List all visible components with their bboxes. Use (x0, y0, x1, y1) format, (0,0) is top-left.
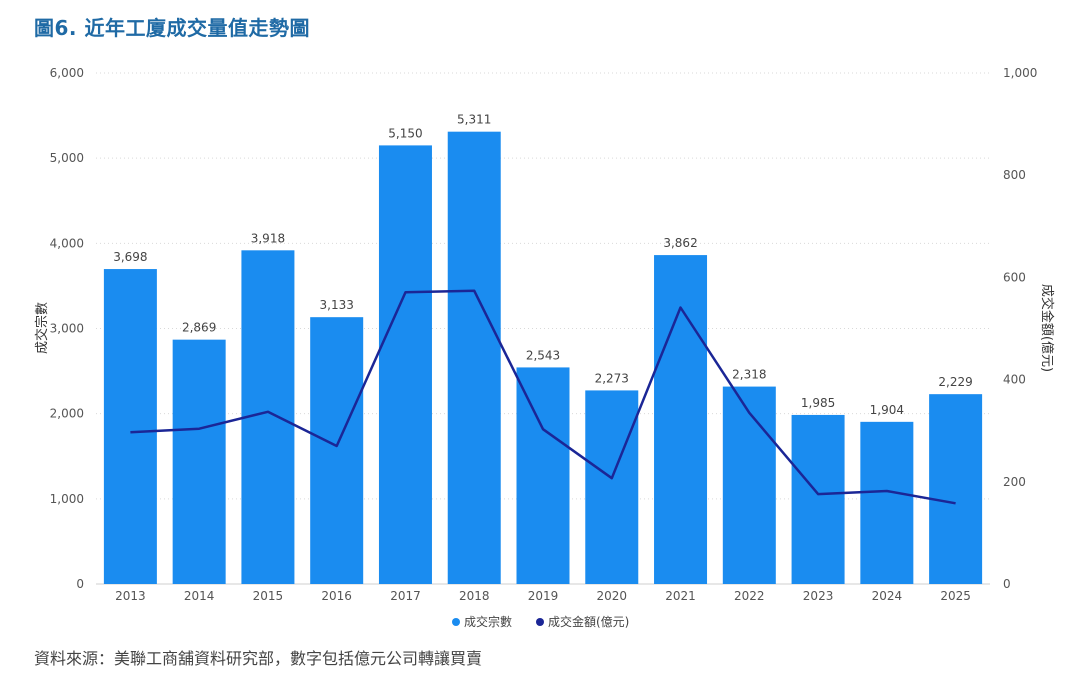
left-tick-label: 2,000 (50, 407, 84, 421)
right-tick-label: 400 (1003, 373, 1026, 387)
line-series (130, 289, 956, 505)
bar (378, 145, 432, 584)
bar (447, 131, 501, 584)
x-tick-label: 2024 (872, 589, 903, 603)
bar-data-label: 1,985 (801, 396, 835, 410)
x-axis-ticks: 2013 2014 2015 2016 2017 2018 2019 2020 2021 2022… (115, 589, 971, 603)
x-tick-label: 2017 (390, 589, 421, 603)
bar-data-label: 3,862 (663, 236, 697, 250)
bar (310, 317, 364, 584)
bar (516, 367, 570, 584)
right-tick-label: 0 (1003, 577, 1011, 591)
right-tick-label: 800 (1003, 168, 1026, 182)
bar-data-labels: 3,698 2,869 3,918 3,133 5,150 5,311 2,543 2,273… (113, 113, 973, 417)
bar (172, 339, 226, 584)
left-axis-title: 成交宗數 (34, 302, 50, 354)
x-tick-label: 2025 (940, 589, 971, 603)
legend: 成交宗數 成交金額(億元) (452, 614, 629, 629)
source-note: 資料來源：美聯工商舖資料研究部，數字包括億元公司轉讓買賣 (34, 649, 483, 668)
x-tick-label: 2013 (115, 589, 146, 603)
left-tick-label: 6,000 (50, 66, 84, 80)
bar-data-label: 5,311 (457, 113, 491, 127)
bar-data-label: 2,273 (595, 371, 629, 385)
bar-data-label: 2,318 (732, 368, 766, 382)
legend-line-marker (536, 618, 544, 626)
bar (585, 390, 639, 584)
right-axis-title: 成交金額(億元) (1039, 284, 1055, 372)
bar-data-label: 3,918 (251, 231, 285, 245)
x-tick-label: 2020 (596, 589, 627, 603)
bar (103, 269, 157, 584)
legend-bar-marker (452, 618, 460, 626)
right-tick-label: 600 (1003, 270, 1026, 284)
bar-data-label: 2,229 (938, 375, 972, 389)
left-tick-label: 4,000 (50, 236, 84, 250)
x-tick-label: 2014 (184, 589, 215, 603)
left-axis-ticks: 0 1,000 2,000 3,000 4,000 5,000 6,000 (50, 66, 84, 591)
legend-line-label: 成交金額(億元) (548, 614, 629, 629)
x-tick-label: 2021 (665, 589, 696, 603)
left-tick-label: 3,000 (50, 322, 84, 336)
bar-data-label: 5,150 (388, 126, 422, 140)
bar (860, 421, 914, 584)
bar-data-label: 3,133 (320, 298, 354, 312)
bar (929, 394, 983, 584)
x-tick-label: 2018 (459, 589, 490, 603)
line-path (130, 289, 956, 505)
bar (654, 255, 708, 584)
left-tick-label: 5,000 (50, 151, 84, 165)
left-tick-label: 0 (76, 577, 84, 591)
chart-title: 圖6. 近年工廈成交量值走勢圖 (34, 16, 310, 40)
x-tick-label: 2019 (528, 589, 559, 603)
right-tick-label: 200 (1003, 475, 1026, 489)
x-tick-label: 2015 (253, 589, 284, 603)
x-tick-label: 2016 (321, 589, 352, 603)
x-tick-label: 2022 (734, 589, 765, 603)
bar-data-label: 2,543 (526, 348, 560, 362)
x-tick-label: 2023 (803, 589, 834, 603)
bar (722, 386, 776, 584)
bar-data-label: 2,869 (182, 321, 216, 335)
bar-data-label: 1,904 (870, 403, 904, 417)
legend-bar-label: 成交宗數 (464, 614, 512, 629)
bar-data-label: 3,698 (113, 250, 147, 264)
bar-series (103, 131, 983, 584)
right-axis-ticks: 0 200 400 600 800 1,000 (1003, 66, 1037, 591)
left-tick-label: 1,000 (50, 492, 84, 506)
right-tick-label: 1,000 (1003, 66, 1037, 80)
bar (791, 414, 845, 584)
